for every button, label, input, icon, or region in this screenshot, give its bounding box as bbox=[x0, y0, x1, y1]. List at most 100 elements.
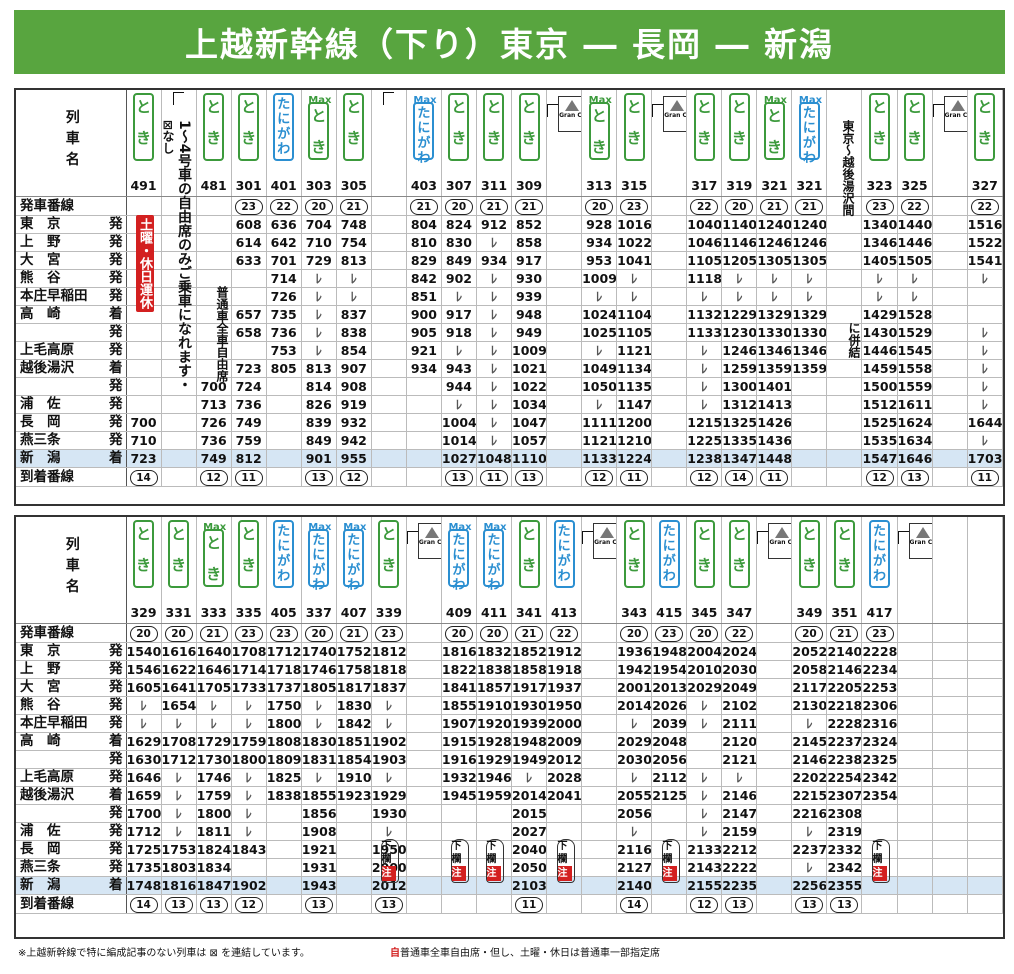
badge-char: と bbox=[871, 98, 887, 116]
time-cell: 1910 bbox=[476, 696, 513, 715]
departure-track-cell: 20 bbox=[301, 196, 337, 216]
time-cell bbox=[967, 768, 1004, 787]
time-cell: 1048 bbox=[476, 449, 513, 468]
time-cell bbox=[406, 449, 442, 468]
bracket-icon bbox=[897, 531, 909, 544]
time-cell: ﾚ bbox=[791, 269, 828, 288]
time-cell bbox=[826, 449, 863, 468]
badge-text: とき bbox=[696, 522, 713, 574]
train-number: 337 bbox=[305, 605, 332, 620]
badge-text: とき bbox=[871, 95, 888, 147]
time-cell bbox=[651, 305, 688, 324]
train-number: 335 bbox=[235, 605, 262, 620]
track-number: 23 bbox=[374, 626, 403, 642]
time-cell bbox=[371, 323, 407, 342]
time-cell bbox=[756, 768, 793, 787]
time-cell bbox=[406, 678, 442, 697]
train-number: 339 bbox=[375, 605, 402, 620]
time-cell: 2120 bbox=[721, 732, 758, 751]
time-cell: 1809 bbox=[266, 750, 302, 769]
gran-class-triangle-icon bbox=[424, 527, 439, 538]
time-cell: 1943 bbox=[301, 876, 337, 895]
station-label: 上毛高原 発 bbox=[16, 768, 127, 787]
departure-track-cell bbox=[581, 623, 618, 643]
badge-char: が bbox=[277, 127, 291, 142]
time-cell: 1024 bbox=[581, 305, 618, 324]
track-number: 23 bbox=[655, 626, 684, 642]
badge-char: わ bbox=[452, 578, 466, 593]
train-number: 351 bbox=[831, 605, 858, 620]
badge-char: た bbox=[557, 524, 571, 539]
train-header: Gran Class bbox=[756, 517, 793, 624]
time-cell: 736 bbox=[196, 431, 232, 450]
time-cell: 1009 bbox=[581, 269, 618, 288]
departure-track-cell bbox=[756, 623, 793, 643]
badge-char: と bbox=[136, 525, 152, 543]
time-cell: 1027 bbox=[441, 449, 477, 468]
arrival-track-cell: 13 bbox=[301, 467, 337, 487]
time-cell: 1105 bbox=[616, 323, 653, 342]
badge-text: とき bbox=[450, 95, 467, 147]
bracket-icon bbox=[383, 92, 395, 105]
time-cell bbox=[231, 269, 267, 288]
time-cell: 1800 bbox=[196, 804, 232, 823]
time-cell bbox=[932, 714, 968, 733]
time-cell: 1759 bbox=[231, 732, 267, 751]
train-header: とき 481 bbox=[196, 90, 232, 197]
time-cell: 1111 bbox=[581, 413, 618, 432]
time-cell: 1440 bbox=[897, 215, 933, 234]
departure-track-cell bbox=[932, 196, 968, 216]
train-name-label: 列車名 bbox=[16, 517, 127, 624]
time-cell: 736 bbox=[231, 395, 267, 414]
departure-track-cell: 23 bbox=[651, 623, 688, 643]
time-cell bbox=[826, 413, 863, 432]
badge-char: と bbox=[766, 107, 782, 125]
time-cell bbox=[897, 696, 933, 715]
time-cell: 2015 bbox=[511, 804, 548, 823]
time-cell: 1737 bbox=[266, 678, 302, 697]
badge-char: き bbox=[521, 129, 537, 147]
time-cell: 902 bbox=[441, 269, 477, 288]
track-number: 22 bbox=[550, 626, 579, 642]
time-cell: 1942 bbox=[616, 660, 653, 679]
train-header: たにがわ 413 bbox=[546, 517, 583, 624]
time-cell: 1830 bbox=[301, 732, 337, 751]
time-cell: 1559 bbox=[897, 377, 933, 396]
bracket-icon bbox=[582, 531, 594, 544]
train-header: とき 341 bbox=[511, 517, 548, 624]
station-label: 高 崎着 bbox=[16, 732, 127, 751]
time-cell bbox=[932, 251, 968, 270]
see-note-tag: 下欄注 bbox=[485, 839, 504, 883]
time-cell bbox=[932, 269, 968, 288]
gran-class-icon: Gran Class bbox=[943, 96, 967, 132]
badge-char: と bbox=[626, 98, 642, 116]
time-cell bbox=[406, 876, 442, 895]
station-name: 上毛高原 bbox=[20, 342, 74, 358]
time-cell bbox=[967, 858, 1004, 877]
arrival-track-number: 11 bbox=[234, 470, 263, 486]
time-cell bbox=[967, 804, 1004, 823]
max-tag: Max bbox=[588, 95, 612, 106]
time-cell: 930 bbox=[511, 269, 548, 288]
arrival-track-cell bbox=[161, 467, 197, 487]
time-cell bbox=[756, 786, 793, 805]
badge-char: わ bbox=[277, 569, 291, 584]
time-cell: ﾚ bbox=[441, 395, 477, 414]
time-cell: 2146 bbox=[826, 660, 863, 679]
gran-class-text: Gran Class bbox=[559, 112, 582, 119]
train-header: Max とき 321 bbox=[756, 90, 793, 197]
train-number: 347 bbox=[726, 605, 753, 620]
toki-badge: とき bbox=[693, 520, 715, 588]
time-cell bbox=[967, 642, 1004, 661]
time-cell: 1805 bbox=[301, 678, 337, 697]
time-cell: 2355 bbox=[826, 876, 863, 895]
time-cell: 2237 bbox=[791, 840, 828, 859]
station-suffix: 発 bbox=[109, 751, 123, 767]
track-number: 20 bbox=[690, 626, 719, 642]
time-cell: 726 bbox=[266, 287, 302, 306]
station-label: 上毛高原 発 bbox=[16, 341, 127, 360]
time-cell bbox=[546, 395, 583, 414]
time-cell: 1910 bbox=[336, 768, 372, 787]
badge-char: と bbox=[836, 525, 852, 543]
time-cell: 1558 bbox=[897, 359, 933, 378]
